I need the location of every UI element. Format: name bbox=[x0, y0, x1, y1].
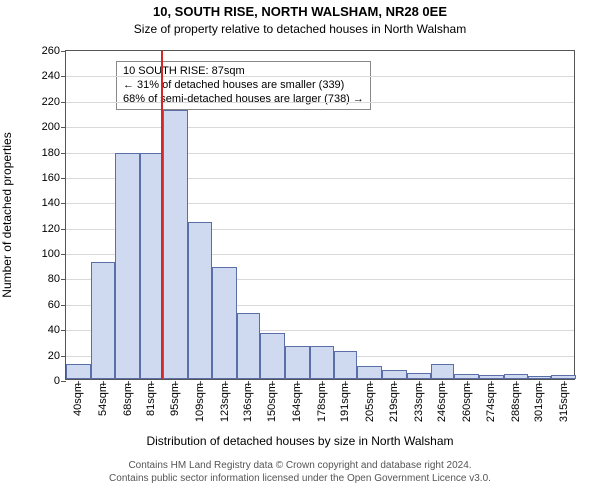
y-tick-label: 220 bbox=[42, 96, 60, 108]
histogram-bar bbox=[188, 222, 213, 379]
x-tick-label: 178sqm bbox=[316, 383, 328, 422]
histogram-bar bbox=[479, 375, 504, 379]
histogram-bar bbox=[91, 262, 116, 379]
histogram-bar bbox=[212, 267, 237, 379]
marker-line bbox=[161, 51, 163, 379]
x-tick-label: 136sqm bbox=[242, 383, 254, 422]
y-tick-label: 40 bbox=[48, 324, 60, 336]
y-tick bbox=[61, 305, 66, 306]
x-tick-label: 95sqm bbox=[169, 383, 181, 416]
y-tick-label: 20 bbox=[48, 350, 60, 362]
y-tick bbox=[61, 279, 66, 280]
histogram-bar bbox=[528, 376, 551, 379]
x-axis-label: Distribution of detached houses by size … bbox=[0, 434, 600, 448]
histogram-bar bbox=[115, 153, 140, 379]
x-tick-label: 40sqm bbox=[72, 383, 84, 416]
chart-title: 10, SOUTH RISE, NORTH WALSHAM, NR28 0EE bbox=[0, 4, 600, 19]
x-tick-label: 301sqm bbox=[533, 383, 545, 422]
y-tick-label: 80 bbox=[48, 273, 60, 285]
footer-line1: Contains HM Land Registry data © Crown c… bbox=[0, 460, 600, 473]
x-tick-label: 205sqm bbox=[364, 383, 376, 422]
y-tick bbox=[61, 330, 66, 331]
y-tick bbox=[61, 76, 66, 77]
y-tick bbox=[61, 153, 66, 154]
histogram-bar bbox=[551, 375, 576, 379]
x-tick-label: 191sqm bbox=[339, 383, 351, 422]
x-tick-label: 219sqm bbox=[388, 383, 400, 422]
chart-container: 10, SOUTH RISE, NORTH WALSHAM, NR28 0EE … bbox=[0, 0, 600, 500]
footer: Contains HM Land Registry data © Crown c… bbox=[0, 460, 600, 485]
x-tick-label: 288sqm bbox=[510, 383, 522, 422]
grid-line bbox=[66, 127, 574, 128]
y-tick-label: 100 bbox=[42, 248, 60, 260]
x-tick-label: 315sqm bbox=[558, 383, 570, 422]
y-tick bbox=[61, 51, 66, 52]
grid-line bbox=[66, 102, 574, 103]
x-tick-label: 260sqm bbox=[461, 383, 473, 422]
y-tick-label: 0 bbox=[54, 375, 60, 387]
x-tick-label: 150sqm bbox=[266, 383, 278, 422]
histogram-bar bbox=[504, 374, 529, 379]
histogram-bar bbox=[163, 110, 188, 379]
y-tick-label: 160 bbox=[42, 172, 60, 184]
histogram-bar bbox=[407, 373, 432, 379]
x-tick-label: 246sqm bbox=[436, 383, 448, 422]
y-axis-label: Number of detached properties bbox=[0, 132, 14, 297]
x-tick-label: 81sqm bbox=[145, 383, 157, 416]
annotation-line3: 68% of semi-detached houses are larger (… bbox=[123, 93, 364, 107]
histogram-bar bbox=[334, 351, 357, 379]
histogram-bar bbox=[382, 370, 407, 379]
x-tick-label: 274sqm bbox=[485, 383, 497, 422]
histogram-bar bbox=[454, 374, 479, 379]
histogram-bar bbox=[260, 333, 285, 379]
y-tick bbox=[61, 356, 66, 357]
x-tick-label: 233sqm bbox=[413, 383, 425, 422]
y-tick bbox=[61, 381, 66, 382]
y-tick bbox=[61, 229, 66, 230]
plot-area: 10 SOUTH RISE: 87sqm ← 31% of detached h… bbox=[65, 50, 575, 380]
y-tick-label: 60 bbox=[48, 299, 60, 311]
chart-subtitle: Size of property relative to detached ho… bbox=[0, 22, 600, 36]
x-tick-label: 109sqm bbox=[194, 383, 206, 422]
annotation-line2: ← 31% of detached houses are smaller (33… bbox=[123, 79, 364, 93]
y-tick bbox=[61, 254, 66, 255]
y-tick bbox=[61, 178, 66, 179]
x-tick-label: 164sqm bbox=[291, 383, 303, 422]
y-tick bbox=[61, 203, 66, 204]
histogram-bar bbox=[66, 364, 91, 379]
x-tick-label: 68sqm bbox=[122, 383, 134, 416]
histogram-bar bbox=[357, 366, 382, 379]
x-tick-label: 123sqm bbox=[219, 383, 231, 422]
x-tick-label: 54sqm bbox=[97, 383, 109, 416]
y-tick-label: 180 bbox=[42, 147, 60, 159]
y-tick bbox=[61, 127, 66, 128]
y-tick bbox=[61, 102, 66, 103]
histogram-bar bbox=[310, 346, 335, 379]
y-tick-label: 260 bbox=[42, 45, 60, 57]
y-tick-label: 240 bbox=[42, 70, 60, 82]
histogram-bar bbox=[140, 153, 163, 379]
histogram-bar bbox=[285, 346, 310, 379]
y-tick-label: 200 bbox=[42, 121, 60, 133]
histogram-bar bbox=[237, 313, 260, 379]
annotation-box: 10 SOUTH RISE: 87sqm ← 31% of detached h… bbox=[116, 61, 371, 110]
footer-line2: Contains public sector information licen… bbox=[0, 473, 600, 486]
histogram-bar bbox=[431, 364, 454, 379]
y-tick-label: 120 bbox=[42, 223, 60, 235]
grid-line bbox=[66, 76, 574, 77]
y-tick-label: 140 bbox=[42, 197, 60, 209]
